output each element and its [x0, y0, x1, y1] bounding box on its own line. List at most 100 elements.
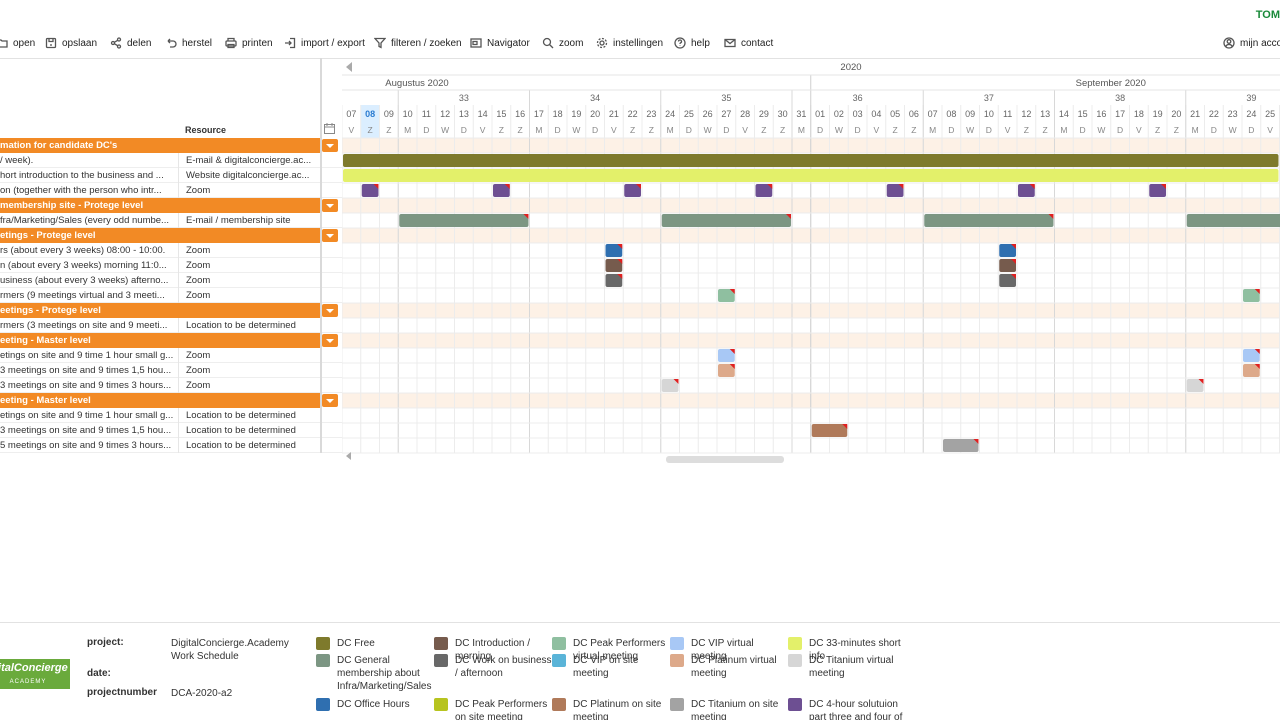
- task-row[interactable]: rmers (3 meetings on site and 9 meeti...…: [0, 318, 342, 333]
- save-button[interactable]: opslaan: [45, 37, 97, 49]
- gantt-bar[interactable]: [755, 184, 773, 197]
- task-row[interactable]: 5 meetings on site and 9 times 3 hours..…: [0, 438, 342, 453]
- group-row[interactable]: eetings - Protege level: [0, 303, 338, 318]
- group-row[interactable]: eeting - Master level: [0, 333, 338, 348]
- gantt-bar[interactable]: [493, 184, 510, 197]
- gantt-bar[interactable]: [1243, 289, 1260, 302]
- legend-item: DC Work on business / afternoon: [434, 654, 552, 680]
- gantt-bar[interactable]: [999, 244, 1016, 257]
- weekday-label: D: [855, 125, 861, 135]
- weekday-label: Z: [649, 125, 654, 135]
- task-row[interactable]: rmers (9 meetings virtual and 3 meeti...…: [0, 288, 342, 303]
- settings-button[interactable]: instellingen: [596, 37, 663, 49]
- zoom-button[interactable]: zoom: [542, 37, 583, 49]
- filter-button[interactable]: filteren / zoeken: [374, 37, 462, 49]
- gantt-bar[interactable]: [999, 274, 1016, 287]
- task-row[interactable]: 3 meetings on site and 9 times 1,5 hou..…: [0, 363, 342, 378]
- undo-icon: [167, 38, 177, 48]
- gantt-bar[interactable]: [343, 169, 1279, 182]
- day-number: 19: [571, 109, 581, 119]
- gantt-bar[interactable]: [605, 244, 623, 257]
- gantt-bar[interactable]: [399, 214, 529, 227]
- gantt-bar[interactable]: [1149, 184, 1166, 197]
- group-row[interactable]: mation for candidate DC's: [0, 138, 338, 153]
- weekday-label: D: [1211, 125, 1217, 135]
- task-row[interactable]: etings on site and 9 time 1 hour small g…: [0, 348, 342, 363]
- weekday-label: W: [835, 125, 843, 135]
- gantt-bar[interactable]: [343, 154, 1279, 167]
- horizontal-scrollbar[interactable]: [666, 456, 784, 463]
- task-name: etings - Protege level: [0, 230, 96, 241]
- task-row[interactable]: rs (about every 3 weeks) 08:00 - 10:00. Z…: [0, 243, 342, 258]
- weekday-label: V: [1136, 125, 1142, 135]
- weekday-label: M: [535, 125, 542, 135]
- weekday-label: M: [1060, 125, 1067, 135]
- scroll-left-icon[interactable]: [346, 62, 352, 72]
- gantt-bar[interactable]: [1018, 184, 1035, 197]
- account-button[interactable]: mijn accou: [1223, 37, 1280, 49]
- task-row[interactable]: n (about every 3 weeks) morning 11:0... Z…: [0, 258, 342, 273]
- gantt-bar[interactable]: [924, 214, 1054, 227]
- legend-item: DC Free: [316, 637, 434, 650]
- navigator-label: Navigator: [487, 37, 530, 49]
- gantt-bar[interactable]: [886, 184, 904, 197]
- gantt-bar[interactable]: [718, 289, 735, 302]
- collapse-toggle-icon[interactable]: [322, 304, 338, 317]
- gantt-bar[interactable]: [811, 424, 848, 437]
- group-row[interactable]: etings - Protege level: [0, 228, 338, 243]
- gantt-bar[interactable]: [361, 184, 379, 197]
- scroll-left-icon[interactable]: [346, 452, 351, 460]
- collapse-toggle-icon[interactable]: [322, 229, 338, 242]
- calendar-icon[interactable]: [324, 123, 335, 134]
- pane-splitter[interactable]: [320, 58, 322, 453]
- task-row[interactable]: 3 meetings on site and 9 times 3 hours..…: [0, 378, 342, 393]
- gantt-bar[interactable]: [1186, 379, 1204, 392]
- task-row[interactable]: / week). E-mail & digitalconcierge.ac...: [0, 153, 342, 168]
- weekday-label: D: [592, 125, 598, 135]
- task-row[interactable]: hort introduction to the business and ..…: [0, 168, 342, 183]
- help-button[interactable]: help: [674, 37, 710, 49]
- bar-marker-icon: [673, 379, 679, 384]
- week-label: 35: [721, 93, 731, 103]
- gantt-bar[interactable]: [1243, 349, 1260, 362]
- task-name: membership site - Protege level: [0, 200, 144, 211]
- task-row[interactable]: on (together with the person who intr...…: [0, 183, 342, 198]
- gantt-bar[interactable]: [718, 364, 735, 377]
- gantt-bar[interactable]: [943, 439, 979, 452]
- navigator-button[interactable]: Navigator: [470, 37, 530, 49]
- gantt-bar[interactable]: [605, 274, 623, 287]
- weekday-label: M: [404, 125, 411, 135]
- import-export-button[interactable]: import / export: [284, 37, 365, 49]
- gantt-bar[interactable]: [1243, 364, 1260, 377]
- collapse-toggle-icon[interactable]: [322, 334, 338, 347]
- gantt-bar[interactable]: [624, 184, 641, 197]
- gantt-bar[interactable]: [999, 259, 1016, 272]
- print-button[interactable]: printen: [225, 37, 273, 49]
- restore-button[interactable]: herstel: [165, 37, 212, 49]
- task-row[interactable]: 3 meetings on site and 9 times 1,5 hou..…: [0, 423, 342, 438]
- share-button[interactable]: delen: [110, 37, 151, 49]
- gear-icon: [596, 37, 608, 49]
- collapse-toggle-icon[interactable]: [322, 139, 338, 152]
- open-button[interactable]: open: [0, 37, 35, 49]
- gantt-bar[interactable]: [661, 214, 791, 227]
- group-row[interactable]: membership site - Protege level: [0, 198, 338, 213]
- task-row[interactable]: usiness (about every 3 weeks) afterno...…: [0, 273, 342, 288]
- task-row[interactable]: etings on site and 9 time 1 hour small g…: [0, 408, 342, 423]
- weekday-label: Z: [761, 125, 766, 135]
- task-name: 3 meetings on site and 9 times 1,5 hou..…: [0, 425, 172, 436]
- search-icon: [542, 37, 554, 49]
- restore-label: herstel: [182, 37, 213, 49]
- gantt-bar[interactable]: [661, 379, 679, 392]
- task-row[interactable]: fra/Marketing/Sales (every odd numbe... E…: [0, 213, 342, 228]
- gantt-bar[interactable]: [1186, 214, 1280, 227]
- weekday-label: Z: [911, 125, 916, 135]
- gantt-bar[interactable]: [605, 259, 623, 272]
- contact-button[interactable]: contact: [724, 37, 773, 49]
- gantt-bar[interactable]: [718, 349, 735, 362]
- collapse-toggle-icon[interactable]: [322, 394, 338, 407]
- day-number: 29: [759, 109, 769, 119]
- bar-marker-icon: [1198, 379, 1204, 384]
- collapse-toggle-icon[interactable]: [322, 199, 338, 212]
- group-row[interactable]: eeting - Master level: [0, 393, 338, 408]
